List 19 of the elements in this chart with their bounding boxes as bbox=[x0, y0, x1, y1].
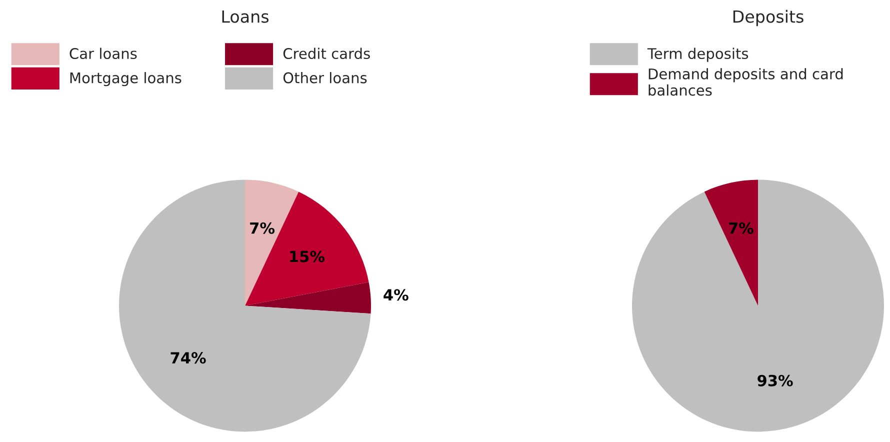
data-label: 7% bbox=[250, 222, 275, 234]
legend-label: Demand deposits and card balances bbox=[648, 68, 843, 96]
data-label: 74% bbox=[170, 352, 206, 364]
legend-label: Car loans bbox=[70, 48, 137, 60]
legend-label: Mortgage loans bbox=[70, 72, 182, 86]
pie-slice bbox=[119, 180, 371, 432]
data-label: 7% bbox=[729, 222, 754, 234]
data-label: 93% bbox=[758, 374, 793, 386]
pie-slice bbox=[632, 180, 884, 432]
chart-title: Loans bbox=[222, 10, 269, 23]
legend-label: Credit cards bbox=[283, 48, 370, 60]
chart-title: Deposits bbox=[733, 10, 804, 26]
legend-label: Other loans bbox=[283, 72, 367, 84]
pie-slice bbox=[704, 180, 758, 306]
data-label: 15% bbox=[290, 250, 325, 262]
data-label: 4% bbox=[384, 289, 408, 301]
pie-slice bbox=[245, 282, 371, 314]
pie-slice bbox=[245, 192, 369, 306]
legend-label: Term deposits bbox=[647, 48, 748, 62]
